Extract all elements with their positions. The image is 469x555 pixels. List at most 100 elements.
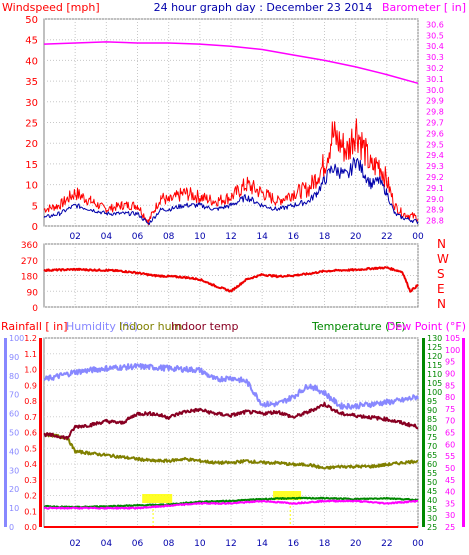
humidity-tick-label: 10 (9, 504, 19, 513)
graph-title: 24 hour graph day : December 23 2014 (154, 1, 373, 14)
dewpoint-tick-label: 30 (445, 511, 455, 520)
rainfall-tick-label: 0.9 (24, 381, 37, 390)
barometer-tick-label: 30.3 (426, 53, 444, 62)
dewpoint-tick-label: 95 (445, 358, 455, 367)
barometer-tick-label: 29.5 (426, 140, 444, 149)
rainfall-tick-label: 0.0 (24, 523, 37, 532)
barometer-tick-label: 30.6 (426, 20, 444, 29)
barometer-tick-label: 29.0 (426, 195, 444, 204)
temperature-tick-label: 25 (427, 523, 437, 532)
dewpoint-tick-label: 35 (445, 499, 455, 508)
direction-tick-label: 0 (32, 304, 38, 314)
top-hour-tick-label: 22 (381, 232, 392, 242)
humidity-series-line (43, 363, 419, 410)
temperature-tick-label: 65 (427, 451, 437, 460)
wind-barometer-panel: 0 5 10 15 20 25 30 35 40 45 50 28.8 28.9 29.0 29.1 29.2… (25, 15, 444, 242)
windspeed-tick-label: 5 (32, 201, 38, 212)
barometer-axis-label: Barometer [ in] (382, 1, 466, 14)
windspeed-tick-label: 45 (25, 36, 38, 47)
barometer-tick-label: 29.7 (426, 119, 444, 128)
rainfall-tick-label: 0.8 (24, 397, 37, 406)
windspeed-tick-label: 40 (25, 56, 38, 67)
humidity-tick-label: 30 (9, 466, 19, 475)
barometer-tick-label: 30.1 (426, 75, 444, 84)
dewpoint-tick-label: 105 (445, 334, 460, 343)
direction-tick-label: 270 (21, 257, 38, 267)
barometer-tick-label: 29.2 (426, 173, 444, 182)
dewpoint-tick-label: 90 (445, 369, 455, 378)
dewpoint-tick-label: 100 (445, 346, 460, 355)
humidity-tick-label: 100 (9, 334, 24, 343)
rainfall-tick-label: 0.6 (24, 429, 37, 438)
humidity-tick-label: 80 (9, 372, 19, 381)
temperature-tick-label: 130 (427, 334, 442, 343)
dewpoint-tick-label: 55 (445, 452, 455, 461)
compass-label-e: E (437, 282, 445, 296)
windspeed-tick-label: 0 (32, 222, 38, 233)
humidity-tick-label: 70 (9, 391, 19, 400)
top-hour-tick-label: 10 (194, 232, 206, 242)
rain-axis-bar (39, 338, 42, 527)
compass-label-w: W (437, 252, 449, 266)
temperature-tick-label: 50 (427, 478, 437, 487)
direction-tick-label: 360 (21, 241, 38, 251)
barometer-tick-label: 28.9 (426, 206, 444, 215)
barometer-tick-label: 29.6 (426, 129, 444, 138)
humidity-tick-label: 60 (9, 410, 19, 419)
humidity-tick-label: 0 (9, 523, 14, 532)
temperature-tick-label: 125 (427, 343, 442, 352)
windspeed-tick-label: 50 (25, 15, 38, 26)
top-hour-tick-label: 12 (225, 232, 236, 242)
bottom-hour-tick-label: 02 (69, 539, 80, 549)
humidity-tick-label: 40 (9, 447, 19, 456)
temperature-tick-label: 30 (427, 514, 437, 523)
rainfall-tick-label: 0.3 (24, 476, 37, 485)
windspeed-tick-label: 15 (25, 160, 38, 171)
compass-labels: N W S E N (437, 237, 449, 311)
compass-label-s: S (437, 267, 445, 281)
dewpoint-tick-label: 40 (445, 488, 455, 497)
top-hour-tick-label: 04 (101, 232, 113, 242)
temperature-tick-label: 110 (427, 370, 442, 379)
rainfall-tick-label: 0.2 (24, 492, 37, 501)
barometer-tick-label: 30.4 (426, 42, 444, 51)
top-hour-tick-label: 18 (319, 232, 331, 242)
top-hour-tick-label: 00 (412, 232, 424, 242)
dewpoint-tick-label: 75 (445, 405, 455, 414)
bottom-hour-tick-label: 20 (350, 539, 362, 549)
direction-tick-label: 180 (21, 273, 38, 283)
wind-direction-panel: 0 90 180 270 360 (21, 241, 419, 314)
rainfall-tick-label: 0.7 (24, 413, 37, 422)
barometer-tick-label: 29.4 (426, 151, 444, 160)
bottom-hour-tick-label: 16 (288, 539, 300, 549)
temperature-tick-label: 120 (427, 352, 442, 361)
highlight-mark (142, 494, 173, 503)
bottom-hour-tick-label: 10 (194, 539, 206, 549)
bottom-hour-tick-label: 00 (412, 539, 424, 549)
temperature-tick-label: 105 (427, 379, 442, 388)
temperature-tick-label: 40 (427, 496, 437, 505)
indoor-temperature-series-line (43, 401, 419, 440)
dewpoint-tick-label: 70 (445, 417, 455, 426)
windspeed-tick-label: 35 (25, 77, 38, 88)
compass-label-n2: N (437, 297, 446, 311)
humidity-tick-label: 50 (9, 429, 19, 438)
temperature-tick-label: 85 (427, 415, 437, 424)
barometer-tick-label: 30.5 (426, 31, 444, 40)
temperature-tick-label: 100 (427, 388, 442, 397)
rainfall-tick-label: 1.1 (24, 350, 37, 359)
windspeed-axis-label: Windspeed [mph] (2, 1, 100, 14)
wind-average-series-line (43, 157, 419, 225)
highlight-mark (273, 491, 302, 500)
dewpoint-tick-label: 45 (445, 476, 455, 485)
bottom-hour-tick-label: 12 (225, 539, 236, 549)
bottom-hour-tick-label: 06 (132, 539, 144, 549)
humidity-axis-bar (4, 338, 7, 527)
temperature-tick-label: 55 (427, 469, 437, 478)
temp-humidity-panel: 0.0 0.1 0.2 0.3 0.4 0.5 0.6 0.7 0.8 0.9 1.0 1.1 1.2 0… (4, 334, 465, 549)
humidity-tick-label: 90 (9, 353, 19, 362)
bottom-hour-tick-label: 08 (163, 539, 175, 549)
top-hour-tick-label: 06 (132, 232, 144, 242)
barometer-tick-label: 29.1 (426, 184, 444, 193)
temperature-tick-label: 45 (427, 487, 437, 496)
